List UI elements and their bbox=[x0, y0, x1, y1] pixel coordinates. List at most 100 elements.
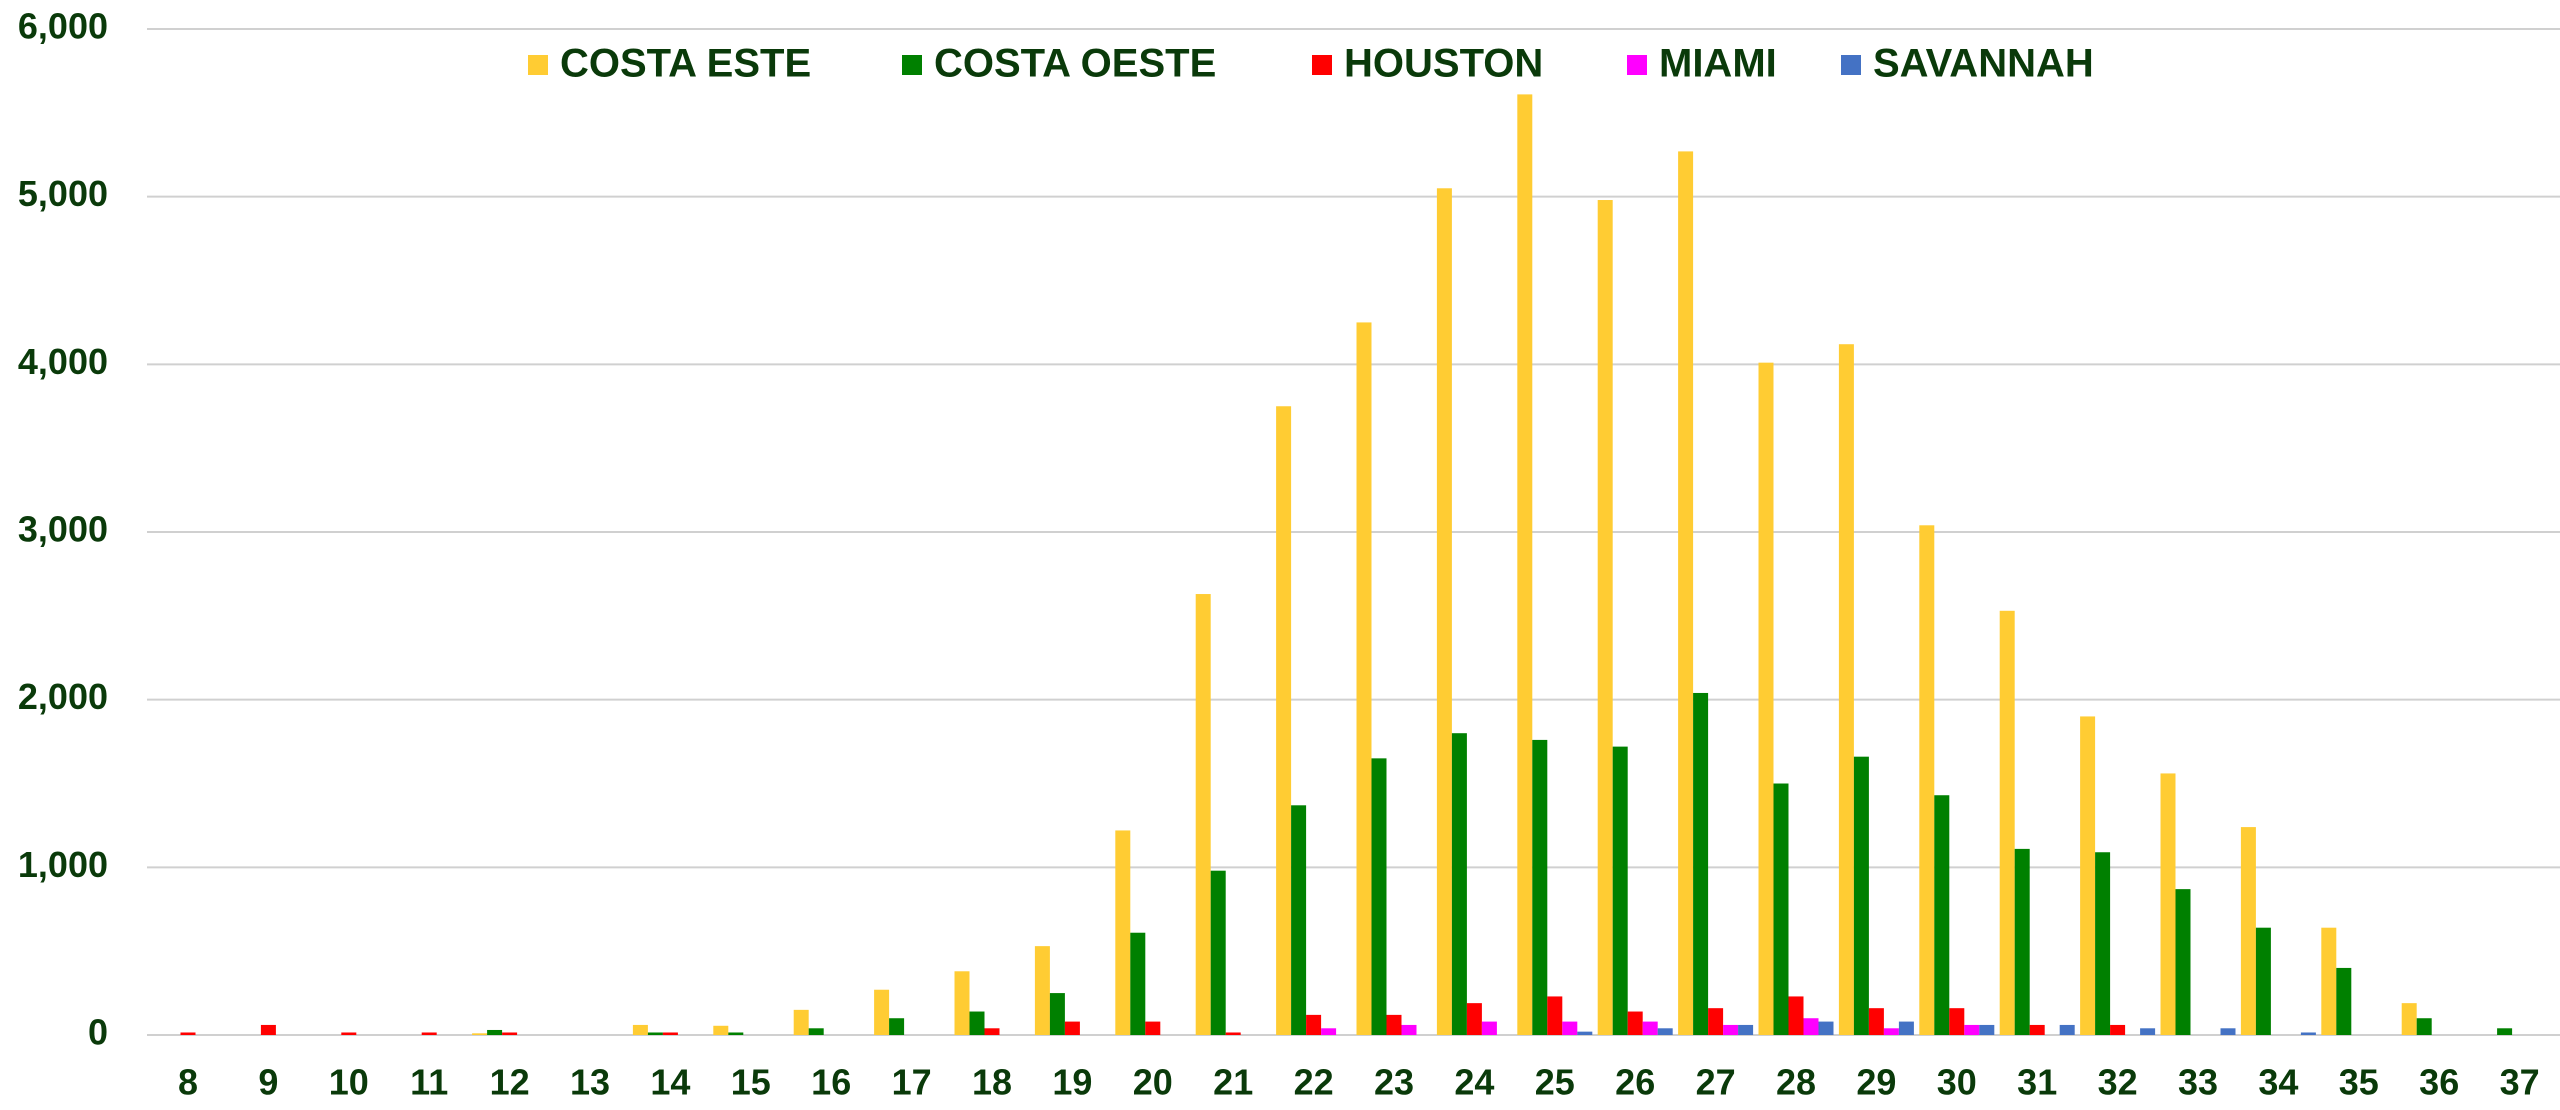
bar bbox=[1562, 1021, 1578, 1035]
bar bbox=[1612, 746, 1628, 1035]
x-tick-label: 15 bbox=[731, 1062, 771, 1103]
bar bbox=[2321, 927, 2337, 1035]
bar bbox=[2110, 1024, 2126, 1035]
bar bbox=[2080, 716, 2096, 1035]
x-tick-label: 21 bbox=[1213, 1062, 1253, 1103]
x-tick-label: 20 bbox=[1133, 1062, 1173, 1103]
x-tick-label: 23 bbox=[1374, 1062, 1414, 1103]
bar bbox=[180, 1032, 196, 1035]
x-tick-label: 24 bbox=[1454, 1062, 1494, 1103]
legend-label: MIAMI bbox=[1659, 42, 1777, 86]
x-tick-label: 30 bbox=[1937, 1062, 1977, 1103]
bar bbox=[1838, 344, 1854, 1035]
x-tick-label: 10 bbox=[329, 1062, 369, 1103]
bar bbox=[1597, 200, 1613, 1035]
bar bbox=[1642, 1021, 1658, 1035]
y-tick-label: 6,000 bbox=[18, 6, 108, 47]
x-tick-label: 35 bbox=[2339, 1062, 2379, 1103]
legend-label: COSTA OESTE bbox=[934, 42, 1216, 86]
x-tick-label: 25 bbox=[1535, 1062, 1575, 1103]
bar bbox=[472, 1033, 488, 1035]
bar bbox=[1708, 1008, 1724, 1035]
bar bbox=[1481, 1021, 1497, 1035]
y-tick-label: 0 bbox=[88, 1012, 108, 1053]
bar bbox=[2240, 827, 2256, 1035]
bar bbox=[954, 971, 970, 1035]
bar bbox=[487, 1029, 503, 1035]
bar bbox=[1130, 932, 1146, 1035]
bar bbox=[1401, 1024, 1417, 1035]
bar bbox=[1949, 1008, 1965, 1035]
bar bbox=[728, 1032, 744, 1035]
x-tick-label: 14 bbox=[650, 1062, 690, 1103]
bar bbox=[2255, 927, 2271, 1035]
x-tick-label: 11 bbox=[410, 1062, 448, 1103]
bar bbox=[1999, 610, 2015, 1035]
y-tick-label: 1,000 bbox=[18, 844, 108, 885]
bar bbox=[1758, 362, 1774, 1035]
bar bbox=[2095, 852, 2111, 1035]
bar bbox=[1466, 1003, 1482, 1035]
bar bbox=[2059, 1024, 2075, 1035]
bar bbox=[1803, 1018, 1819, 1035]
x-tick-label: 19 bbox=[1052, 1062, 1092, 1103]
bar bbox=[874, 989, 890, 1035]
x-tick-label: 37 bbox=[2500, 1062, 2540, 1103]
bar bbox=[1577, 1031, 1593, 1035]
bar bbox=[502, 1032, 518, 1035]
bar bbox=[969, 1011, 985, 1035]
bar bbox=[1883, 1028, 1899, 1035]
x-tick-label: 36 bbox=[2419, 1062, 2459, 1103]
x-tick-label: 27 bbox=[1696, 1062, 1736, 1103]
x-tick-label: 33 bbox=[2178, 1062, 2218, 1103]
x-tick-label: 29 bbox=[1856, 1062, 1896, 1103]
bar bbox=[808, 1028, 824, 1035]
bar bbox=[2497, 1028, 2513, 1035]
bar bbox=[1306, 1014, 1322, 1035]
bar bbox=[793, 1009, 809, 1035]
x-tick-label: 9 bbox=[258, 1062, 278, 1103]
bar bbox=[2029, 1024, 2045, 1035]
bar bbox=[1964, 1024, 1980, 1035]
bar bbox=[1356, 322, 1372, 1036]
bar bbox=[1773, 783, 1789, 1035]
legend-swatch bbox=[902, 55, 922, 75]
bar bbox=[1547, 996, 1563, 1035]
bar bbox=[421, 1032, 437, 1035]
bar bbox=[2160, 773, 2176, 1035]
bar bbox=[1049, 993, 1065, 1035]
legend-swatch bbox=[528, 55, 548, 75]
bar bbox=[1386, 1014, 1402, 1035]
bar bbox=[1064, 1021, 1080, 1035]
legend-label: COSTA ESTE bbox=[560, 42, 811, 86]
x-tick-label: 28 bbox=[1776, 1062, 1816, 1103]
x-tick-label: 8 bbox=[178, 1062, 198, 1103]
bar bbox=[1693, 692, 1709, 1035]
bar bbox=[1788, 996, 1804, 1035]
x-tick-label: 12 bbox=[490, 1062, 530, 1103]
y-tick-label: 5,000 bbox=[18, 173, 108, 214]
bar bbox=[1627, 1011, 1643, 1035]
bar bbox=[1115, 830, 1131, 1035]
legend-label: HOUSTON bbox=[1344, 42, 1543, 86]
bar bbox=[1210, 870, 1226, 1035]
bar bbox=[1321, 1028, 1337, 1035]
bar bbox=[260, 1024, 276, 1035]
bar bbox=[984, 1028, 1000, 1035]
x-tick-label: 16 bbox=[811, 1062, 851, 1103]
bar bbox=[2416, 1018, 2432, 1035]
bar bbox=[1868, 1008, 1884, 1035]
x-tick-label: 34 bbox=[2258, 1062, 2298, 1103]
bar bbox=[1517, 94, 1533, 1035]
bar bbox=[1291, 805, 1307, 1035]
bar bbox=[1451, 733, 1467, 1035]
bar bbox=[1919, 525, 1935, 1035]
bar bbox=[2336, 967, 2352, 1035]
bar bbox=[1818, 1021, 1834, 1035]
bar bbox=[1276, 406, 1292, 1035]
bar bbox=[1723, 1024, 1739, 1035]
bar bbox=[1678, 151, 1694, 1035]
x-tick-label: 32 bbox=[2098, 1062, 2138, 1103]
